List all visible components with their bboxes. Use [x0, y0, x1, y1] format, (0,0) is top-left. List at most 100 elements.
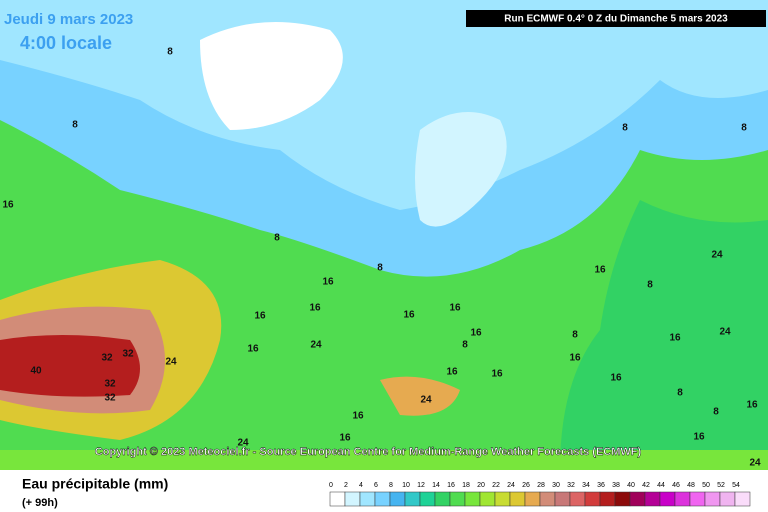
scandinavia: [415, 112, 507, 227]
contour-label: 16: [693, 432, 705, 443]
contour-label: 24: [165, 357, 177, 368]
contour-label: 16: [446, 367, 458, 378]
scale-tick-label: 50: [702, 482, 710, 489]
scale-tick-label: 36: [597, 482, 605, 489]
scale-cell: [614, 491, 631, 507]
scale-tick-label: 52: [717, 482, 725, 489]
contour-label: 24: [420, 395, 432, 406]
scale-tick-label: 2: [344, 482, 348, 489]
scale-cell: [419, 491, 436, 507]
scale-tick-label: 38: [612, 482, 620, 489]
scale-cell: [599, 491, 616, 507]
contour-label: 16: [470, 328, 482, 339]
contour-label: 16: [569, 353, 581, 364]
contour-label: 16: [322, 277, 334, 288]
scale-cell: [494, 491, 511, 507]
contour-label: 16: [594, 265, 606, 276]
contour-label: 16: [746, 400, 758, 411]
med-zone: [380, 376, 460, 416]
east-zone: [560, 200, 768, 470]
scale-tick-label: 0: [329, 482, 333, 489]
scale-tick-label: 10: [402, 482, 410, 489]
scale-cell: [659, 491, 676, 507]
contour-label: 16: [403, 310, 415, 321]
contour-label: 24: [711, 250, 723, 261]
contour-label: 8: [462, 340, 468, 351]
scale-tick-label: 8: [389, 482, 393, 489]
scale-cell: [719, 491, 736, 507]
run-box: [466, 10, 766, 27]
scale-tick-label: 14: [432, 482, 440, 489]
scale-cell: [524, 491, 541, 507]
scale-cell: [389, 491, 406, 507]
contour-label: 24: [237, 438, 249, 449]
scale-cell: [449, 491, 466, 507]
dry-zone: [0, 0, 768, 210]
contour-label: 8: [677, 388, 683, 399]
contour-label: 8: [647, 280, 653, 291]
greenland: [200, 22, 343, 130]
contour-label: 16: [254, 311, 266, 322]
scale-tick-label: 42: [642, 482, 650, 489]
scale-tick-label: 18: [462, 482, 470, 489]
time: 4:00 locale: [20, 33, 112, 53]
scale-cell: [644, 491, 661, 507]
scale-cell: [344, 491, 361, 507]
contour-label: 8: [713, 407, 719, 418]
scale-tick-label: 48: [687, 482, 695, 489]
scale-cell: [674, 491, 691, 507]
scale-cell: [464, 491, 481, 507]
scale-cell: [434, 491, 451, 507]
scale-tick-label: 44: [657, 482, 665, 489]
contour-label: 32: [122, 349, 134, 360]
scale-cell: [539, 491, 556, 507]
contour-label: 8: [274, 233, 280, 244]
scale-cell: [404, 491, 421, 507]
contour-label: 16: [2, 200, 14, 211]
run-info: Run ECMWF 0.4° 0 Z du Dimanche 5 mars 20…: [504, 14, 728, 25]
scale-tick-label: 40: [627, 482, 635, 489]
contour-label: 8: [741, 123, 747, 134]
contour-label: 24: [719, 327, 731, 338]
contour-label: 8: [72, 120, 78, 131]
scale-tick-label: 12: [417, 482, 425, 489]
scale-tick-label: 4: [359, 482, 363, 489]
map: [0, 0, 768, 470]
scale-cell: [734, 491, 751, 507]
contour-label: 16: [610, 373, 622, 384]
contour-label: 24: [310, 340, 322, 351]
scale-tick-label: 26: [522, 482, 530, 489]
scale-cell: [374, 491, 391, 507]
contour-label: 8: [167, 47, 173, 58]
scale-tick-label: 20: [477, 482, 485, 489]
scale-tick-label: 34: [582, 482, 590, 489]
scale-cell: [569, 491, 586, 507]
scale-cell: [479, 491, 496, 507]
contour-label: 8: [377, 263, 383, 274]
scale-tick-label: 54: [732, 482, 740, 489]
contour-label: 16: [491, 369, 503, 380]
color-scale: 0 2 4 6 8 10 12 14 16 18 20 22 24 26 28 30 32 34 36 38 40 42 4…: [329, 482, 751, 507]
contour-label: 32: [104, 393, 116, 404]
contour-label: 16: [247, 344, 259, 355]
contour-label: 32: [101, 353, 113, 364]
scale-tick-label: 24: [507, 482, 515, 489]
contour-label: 16: [309, 303, 321, 314]
scale-tick-label: 32: [567, 482, 575, 489]
scale-cell: [554, 491, 571, 507]
scale-cell: [704, 491, 721, 507]
contour-label: 16: [339, 433, 351, 444]
scale-tick-label: 30: [552, 482, 560, 489]
scale-cell: [509, 491, 526, 507]
contour-label: 40: [30, 366, 42, 377]
scale-cell: [359, 491, 376, 507]
scale-tick-label: 22: [492, 482, 500, 489]
date: Jeudi 9 mars 2023: [4, 11, 133, 28]
contour-label: 8: [572, 330, 578, 341]
scale-cell: [629, 491, 646, 507]
south-band: [0, 450, 768, 470]
contour-label: 16: [449, 303, 461, 314]
contour-label: 16: [669, 333, 681, 344]
